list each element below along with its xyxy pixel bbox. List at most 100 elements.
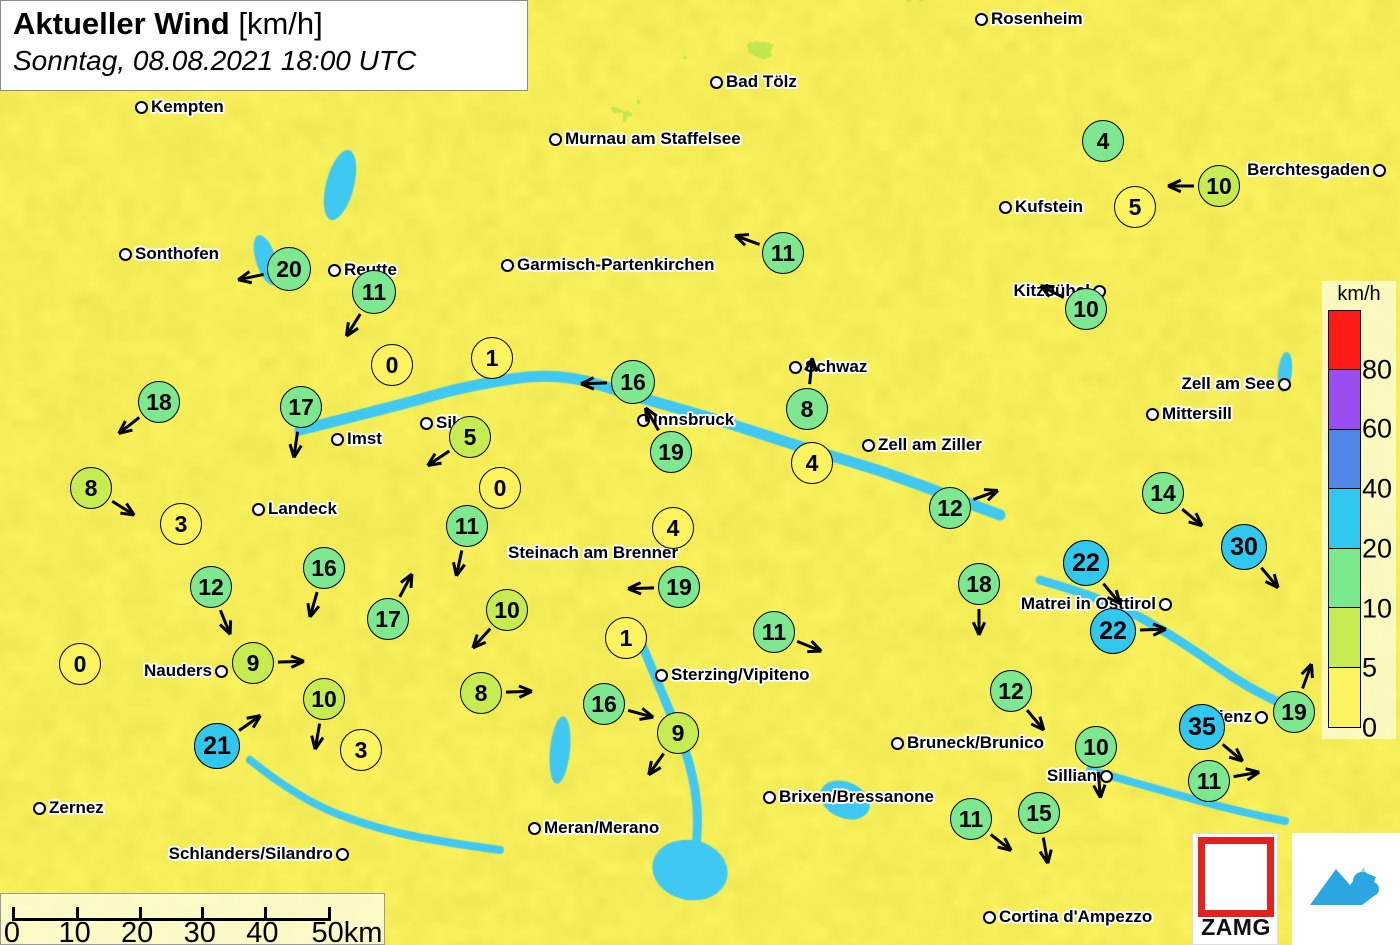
wind-speed-value: 16 [611, 360, 655, 404]
wind-direction-arrow-icon [344, 313, 362, 338]
city-label: Matrei in Osttirol [1021, 594, 1172, 614]
city-label: Bad Tölz [710, 72, 797, 92]
scale-label-3: 30 [183, 917, 216, 945]
city-label: Zernez [33, 798, 104, 818]
city-label: Sillian [1047, 766, 1113, 786]
city-label: Berchtesgaden [1247, 160, 1386, 180]
city-label: Zell am See [1181, 374, 1291, 394]
city-marker-icon [420, 416, 433, 430]
scale-label-1: 10 [58, 917, 91, 945]
city-name: Sterzing/Vipiteno [671, 665, 810, 684]
wind-speed-value: 4 [652, 507, 694, 549]
scale-label-2: 20 [121, 917, 154, 945]
wind-speed-value: 16 [583, 683, 625, 725]
wind-speed-value: 0 [371, 344, 413, 386]
wind-direction-arrow-icon [111, 499, 136, 517]
wind-speed-value: 11 [1188, 760, 1230, 802]
zamg-logo[interactable]: ZAMG [1192, 833, 1278, 945]
wind-direction-arrow-icon [1300, 663, 1314, 690]
page-title: Aktueller Wind [km/h] [13, 5, 515, 43]
wind-speed-value: 18 [958, 563, 1000, 605]
wind-speed-value: 15 [1018, 792, 1060, 834]
city-name: Steinach am Brenner [508, 543, 679, 562]
wind-speed-value: 0 [479, 467, 521, 509]
wind-direction-arrow-icon [1167, 178, 1194, 194]
scale-tick-3 [201, 907, 205, 918]
city-name: Cortina d'Ampezzo [999, 907, 1153, 926]
wind-speed-value: 5 [1114, 186, 1156, 228]
city-label: Mittersill [1146, 404, 1232, 424]
wind-speed-value: 1 [471, 337, 513, 379]
wind-speed-value: 11 [762, 232, 804, 274]
scale-label-4: 40 [246, 917, 279, 945]
legend-tick-5: 5 [1362, 652, 1378, 683]
wind-speed-value: 17 [367, 598, 409, 640]
city-label: Zell am Ziller [862, 435, 982, 455]
city-marker-icon [528, 821, 541, 835]
city-marker-icon [891, 736, 904, 750]
wind-speed-value: 10 [303, 678, 345, 720]
city-label: Sterzing/Vipiteno [655, 665, 810, 685]
wind-direction-arrow-icon [647, 752, 665, 777]
city-label: Imst [331, 429, 382, 449]
wind-direction-arrow-icon [989, 833, 1013, 852]
wind-speed-value: 10 [1065, 288, 1107, 330]
city-marker-icon [336, 847, 349, 861]
wind-speed-value: 12 [190, 566, 232, 608]
city-name: Zell am Ziller [878, 435, 982, 454]
wind-direction-arrow-icon [1233, 767, 1261, 782]
wind-speed-value: 12 [929, 487, 971, 529]
wind-direction-arrow-icon [452, 550, 466, 577]
city-marker-icon [975, 12, 988, 26]
city-marker-icon [119, 247, 132, 261]
wind-direction-arrow-icon [972, 488, 999, 502]
city-label: Kufstein [999, 197, 1083, 217]
city-name: Schlanders/Silandro [168, 844, 333, 863]
wind-direction-arrow-icon [505, 684, 533, 699]
scale-label-0: 0 [3, 917, 21, 945]
mountain-cloud-logo[interactable] [1292, 833, 1400, 945]
wind-direction-arrow-icon [796, 639, 823, 654]
city-label: Kempten [135, 97, 224, 117]
wind-direction-arrow-icon [804, 357, 819, 385]
wind-speed-value: 22 [1063, 540, 1109, 586]
wind-direction-arrow-icon [627, 581, 655, 596]
city-name: Sonthofen [135, 244, 220, 263]
legend-tick-10: 10 [1362, 593, 1393, 624]
city-marker-icon [215, 664, 228, 678]
legend-band-80 [1329, 311, 1360, 371]
city-marker-icon [328, 263, 341, 277]
wind-speed-value: 11 [352, 270, 396, 314]
city-marker-icon [999, 200, 1012, 214]
wind-direction-arrow-icon [238, 714, 262, 732]
city-name: Garmisch-Partenkirchen [517, 255, 715, 274]
legend-tick-60: 60 [1362, 413, 1393, 444]
legend-title: km/h [1337, 283, 1381, 305]
wind-direction-arrow-icon [971, 609, 987, 636]
wind-direction-arrow-icon [1181, 507, 1204, 528]
city-name: Kufstein [1015, 197, 1083, 216]
wind-direction-arrow-icon [1039, 284, 1065, 299]
city-marker-icon [1146, 407, 1159, 421]
city-marker-icon [549, 132, 562, 146]
city-marker-icon [655, 668, 668, 682]
legend-band-10 [1329, 548, 1360, 609]
legend-tick-80: 80 [1362, 354, 1393, 385]
city-name: Zell am See [1181, 374, 1275, 393]
city-name: Bruneck/Brunico [907, 733, 1044, 752]
city-label: Schlanders/Silandro [169, 844, 349, 864]
legend-color-bar [1328, 310, 1361, 728]
city-marker-icon [763, 790, 776, 804]
zamg-logo-text: ZAMG [1201, 914, 1271, 940]
city-name: Nauders [143, 661, 212, 680]
city-marker-icon [1255, 710, 1268, 724]
wind-speed-value: 0 [59, 643, 101, 685]
city-name: Matrei in Osttirol [1020, 594, 1156, 613]
city-label: Schwaz [789, 357, 867, 377]
wind-direction-arrow-icon [277, 654, 305, 669]
wind-speed-value: 16 [303, 547, 345, 589]
wind-direction-arrow-icon [398, 572, 414, 598]
wind-speed-value: 19 [658, 566, 700, 608]
scale-tick-4 [263, 907, 267, 918]
